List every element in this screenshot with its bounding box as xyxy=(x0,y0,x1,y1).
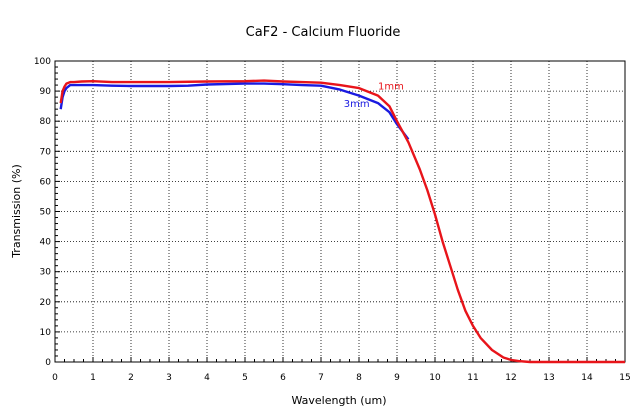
y-tick-label: 0 xyxy=(45,358,51,368)
x-tick-label: 12 xyxy=(505,373,516,383)
x-axis-label: Wavelength (um) xyxy=(291,394,386,407)
x-tick-label: 11 xyxy=(467,373,478,383)
y-tick-label: 30 xyxy=(40,268,52,278)
x-tick-label: 0 xyxy=(52,373,58,383)
x-tick-label: 5 xyxy=(242,373,248,383)
grid xyxy=(55,61,625,362)
y-tick-label: 60 xyxy=(40,177,52,187)
x-tick-label: 8 xyxy=(356,373,362,383)
x-tick-label: 9 xyxy=(394,373,400,383)
series-line-3mm xyxy=(59,82,410,141)
x-tick-label: 6 xyxy=(280,373,286,383)
y-tick-label: 100 xyxy=(34,57,51,67)
y-tick-label: 70 xyxy=(40,147,52,157)
series-labels: 1mm 3mm xyxy=(344,82,404,110)
x-tick-label: 10 xyxy=(429,373,441,383)
y-tick-label: 10 xyxy=(40,328,52,338)
series-line-1mm xyxy=(59,79,625,364)
x-tick-label: 1 xyxy=(90,373,96,383)
x-tick-label: 15 xyxy=(619,373,630,383)
y-tick-label: 80 xyxy=(40,117,52,127)
y-tick-label: 90 xyxy=(40,87,52,97)
y-axis-label: Transmission (%) xyxy=(10,164,23,259)
x-tick-label: 3 xyxy=(166,373,172,383)
y-tick-label: 50 xyxy=(40,208,52,218)
y-tick-label: 20 xyxy=(40,298,52,308)
x-tick-label: 7 xyxy=(318,373,324,383)
x-tick-label: 2 xyxy=(128,373,134,383)
series-group xyxy=(59,79,625,364)
series-label-3mm: 3mm xyxy=(344,99,370,110)
series-label-1mm: 1mm xyxy=(378,82,404,93)
x-tick-label: 14 xyxy=(581,373,593,383)
y-tick-label: 40 xyxy=(40,238,52,248)
chart-title: CaF2 - Calcium Fluoride xyxy=(246,25,401,40)
axis-ticks: 0 1 2 3 4 5 6 7 8 9 10 11 12 13 14 15010203040506070809… xyxy=(34,57,631,383)
x-tick-label: 4 xyxy=(204,373,210,383)
x-tick-label: 13 xyxy=(543,373,554,383)
